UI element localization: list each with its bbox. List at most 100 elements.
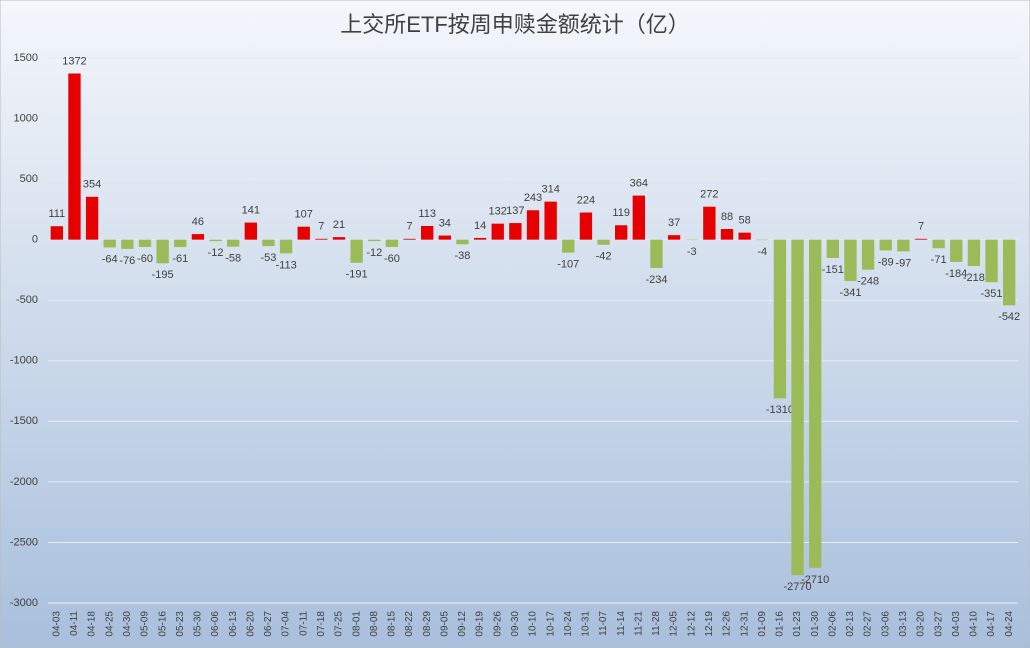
data-label: -191 <box>346 269 368 281</box>
x-tick-label: 01-23 <box>792 611 803 637</box>
x-tick-label: 07-25 <box>334 611 345 637</box>
bar <box>509 223 522 240</box>
bar <box>103 239 116 248</box>
y-tick-label: -3000 <box>10 597 38 609</box>
data-label: -107 <box>557 259 579 271</box>
data-label: 14 <box>474 220 486 232</box>
bar <box>473 237 487 240</box>
bar <box>438 235 451 240</box>
x-tick-label: 12-19 <box>704 611 715 637</box>
x-tick-label: 08-29 <box>422 611 433 637</box>
data-label: -195 <box>152 269 174 281</box>
bar <box>562 239 575 253</box>
bar <box>421 225 434 240</box>
data-label: -61 <box>172 253 188 265</box>
bar <box>597 239 610 245</box>
bar <box>914 238 928 240</box>
x-tick-label: 05-16 <box>157 611 168 637</box>
data-label: 113 <box>418 208 436 220</box>
bar <box>121 239 134 249</box>
bar <box>826 239 839 258</box>
data-label: -351 <box>981 288 1003 300</box>
data-label: -151 <box>822 264 844 276</box>
data-label: 107 <box>295 209 313 221</box>
bar <box>50 226 63 240</box>
data-label: 34 <box>439 217 451 229</box>
y-tick-label: -2500 <box>10 536 38 548</box>
x-tick-label: 04-24 <box>1004 611 1015 637</box>
y-tick-label: 1500 <box>14 52 38 64</box>
bar <box>932 239 945 249</box>
data-label: 7 <box>406 221 412 233</box>
bar <box>615 225 628 240</box>
data-label: -184 <box>945 268 967 280</box>
x-tick-label: 06-06 <box>210 611 221 637</box>
x-tick-label: 11-14 <box>616 611 627 636</box>
data-label: 224 <box>577 194 595 206</box>
x-tick-label: 08-22 <box>404 611 415 637</box>
data-label: -76 <box>119 255 135 267</box>
data-label: 111 <box>48 208 65 220</box>
data-label: 141 <box>242 204 260 216</box>
x-tick-label: 03-27 <box>933 611 944 637</box>
data-label: 272 <box>700 189 718 201</box>
data-label: -38 <box>455 250 471 262</box>
x-tick-label: 02-27 <box>863 611 874 637</box>
data-label: 37 <box>668 217 680 229</box>
data-label: 46 <box>192 216 204 228</box>
bar <box>861 239 875 270</box>
bar <box>156 239 169 264</box>
data-label: -113 <box>275 259 296 271</box>
data-label: 243 <box>524 192 542 204</box>
bar <box>650 239 663 269</box>
bar <box>491 223 504 240</box>
data-label: 88 <box>721 211 733 223</box>
bar <box>227 239 240 247</box>
data-label: -218 <box>963 272 985 284</box>
bar <box>809 239 822 568</box>
bar <box>526 210 540 240</box>
data-label: -60 <box>384 253 400 265</box>
bar <box>315 238 328 240</box>
bar <box>85 196 99 240</box>
bar <box>138 239 152 247</box>
data-label: 364 <box>630 177 648 189</box>
x-tick-label: 12-26 <box>722 611 733 637</box>
bar <box>244 222 257 240</box>
x-tick-label: 01-16 <box>775 611 786 637</box>
data-label: -53 <box>261 252 277 264</box>
y-tick-label: -2000 <box>10 476 38 488</box>
bar <box>456 239 469 245</box>
x-tick-label: 05-09 <box>140 611 151 637</box>
x-tick-label: 09-12 <box>457 611 468 637</box>
bar <box>68 73 81 240</box>
data-label: 7 <box>918 221 924 233</box>
data-label: -542 <box>998 311 1020 323</box>
bar <box>297 226 310 240</box>
data-label: -2770 <box>783 581 811 593</box>
x-tick-label: 08-08 <box>369 611 380 637</box>
x-tick-label: 06-27 <box>263 611 274 637</box>
data-label: 7 <box>318 221 324 233</box>
bar <box>738 232 751 240</box>
y-tick-label: -1000 <box>10 355 38 367</box>
x-tick-label: 04-10 <box>969 611 980 637</box>
x-tick-label: 10-24 <box>563 611 574 637</box>
x-tick-label: 08-01 <box>351 611 362 637</box>
x-tick-label: 06-20 <box>245 611 256 637</box>
bar <box>262 239 275 247</box>
x-tick-label: 11-28 <box>651 611 662 636</box>
y-tick-label: 500 <box>20 173 38 185</box>
x-tick-label: 10-17 <box>545 611 556 637</box>
bar <box>385 239 399 247</box>
bar <box>879 239 892 251</box>
x-tick-label: 12-12 <box>686 611 697 637</box>
bar <box>667 235 681 240</box>
bar <box>967 239 981 267</box>
data-label: 119 <box>612 207 630 219</box>
x-tick-label: 04-17 <box>986 611 997 637</box>
x-tick-label: 07-04 <box>281 611 292 637</box>
x-tick-label: 04-25 <box>104 611 115 637</box>
data-label: -341 <box>839 287 861 299</box>
data-label: -97 <box>895 257 911 269</box>
